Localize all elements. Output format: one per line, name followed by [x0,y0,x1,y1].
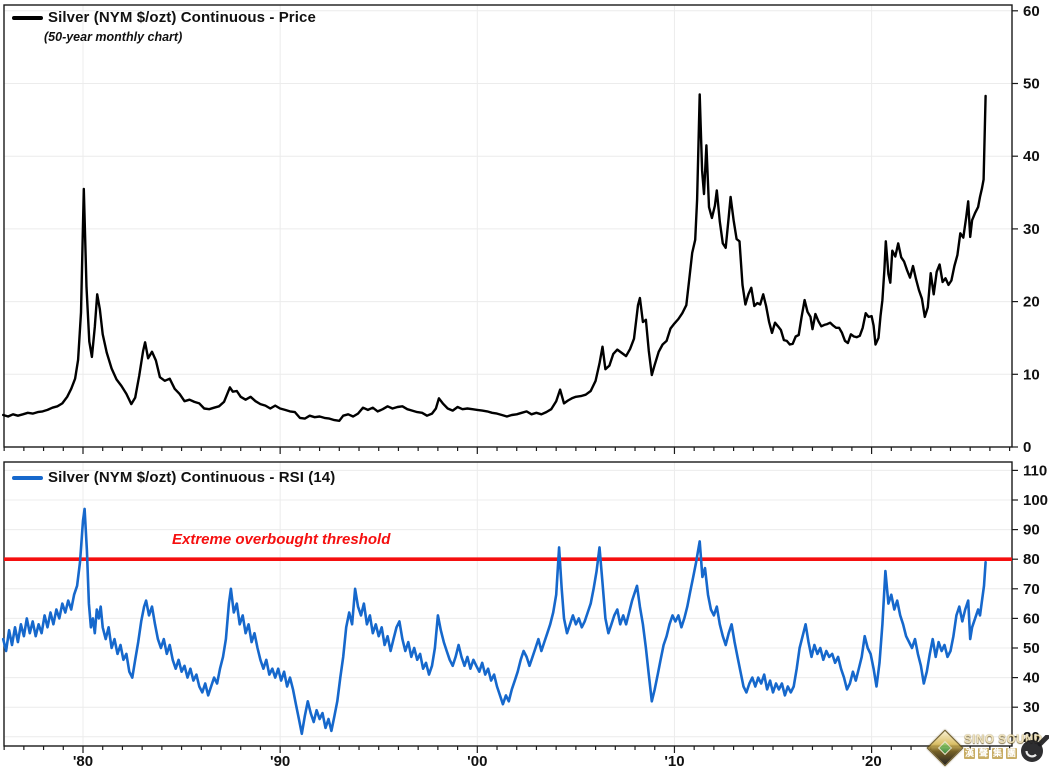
y-tick-label: 20 [1023,294,1040,311]
y-tick-label: 30 [1023,221,1040,238]
watermark-chinese: 漢聲集團 [964,748,1043,760]
y-tick-label: 70 [1023,581,1040,598]
y-tick-label: 50 [1023,76,1040,93]
y-tick-label: 60 [1023,3,1040,20]
y-tick-label: 80 [1023,551,1040,568]
watermark-text: SINO SOUND 漢聲集團 [964,733,1043,760]
y-tick-label: 0 [1023,439,1031,456]
x-tick-label: '10 [664,753,684,769]
overbought-threshold-label: Extreme overbought threshold [172,531,391,548]
price-panel-subtitle: (50-year monthly chart) [44,30,183,44]
x-tick-label: '90 [270,753,290,769]
watermark-swoosh-icon [1021,735,1049,762]
x-tick-label: '00 [467,753,487,769]
price-legend-swatch [12,16,43,20]
x-tick-label: '80 [73,753,93,769]
watermark-cn-char: 聲 [978,748,989,760]
watermark-cn-char: 團 [1006,748,1017,760]
price-panel: 0 10 20 30 40 50 60 [2,3,1040,456]
watermark-cn-char: 漢 [964,748,975,760]
rsi-line [1,507,987,736]
y-tick-label: 90 [1023,522,1040,539]
y-tick-label: 30 [1023,699,1040,716]
sino-sound-diamond-icon [926,729,964,767]
watermark-brand: SINO SOUND [964,733,1043,746]
panel-frame [3,461,1013,747]
rsi-legend-swatch [12,476,43,480]
x-tick-label: '20 [861,753,881,769]
y-tick-label: 40 [1023,670,1040,687]
y-tick-label: 40 [1023,148,1040,165]
y-tick-label: 100 [1023,492,1048,509]
watermark-cn-char: 集 [992,748,1003,760]
y-tick-label: 110 [1023,462,1047,479]
price-line [2,93,987,422]
y-tick-label: 10 [1023,366,1040,383]
y-tick-label: 50 [1023,640,1040,657]
panel-frame [3,4,1013,448]
price-panel-title: Silver (NYM $/ozt) Continuous - Price [48,9,316,26]
rsi-panel-title: Silver (NYM $/ozt) Continuous - RSI (14) [48,469,336,486]
diamond-gem-icon [937,740,953,756]
y-tick-label: 60 [1023,610,1040,627]
sino-sound-watermark: SINO SOUND 漢聲集團 [926,727,1048,767]
